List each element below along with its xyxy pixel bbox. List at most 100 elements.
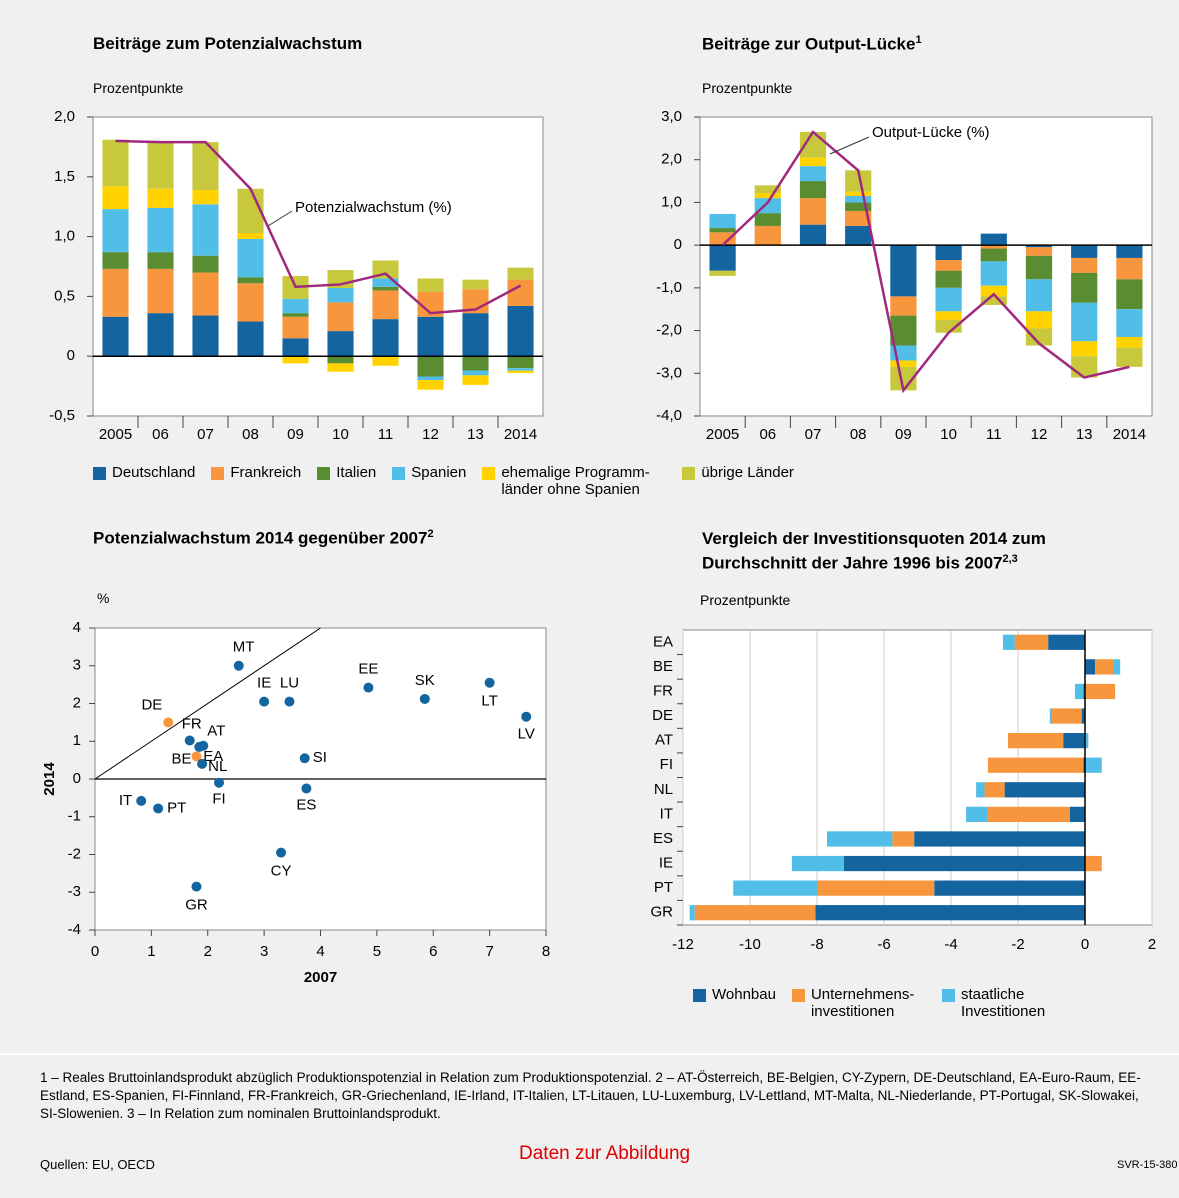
bar-segment	[709, 232, 736, 246]
x-tick-label: 2014	[504, 426, 537, 443]
bar-segment	[507, 370, 534, 373]
point-label: LV	[518, 726, 535, 743]
bar-segment	[102, 268, 129, 317]
x-tick-label: -6	[877, 936, 890, 953]
bar-segment	[282, 338, 309, 357]
bar-segment	[799, 198, 827, 225]
data-link[interactable]: Daten zur Abbildung	[519, 1143, 691, 1164]
legend-item: Deutschland	[93, 464, 195, 481]
bar-segment	[827, 831, 893, 847]
bar-segment	[980, 245, 1007, 249]
x-tick-label: 11	[986, 426, 1002, 443]
legend-swatch	[317, 467, 331, 480]
y-tick-label: -1	[68, 808, 81, 825]
bar-segment	[890, 366, 917, 391]
point-label: FI	[212, 791, 225, 808]
bar-segment	[935, 245, 962, 261]
annotation: Output-Lücke (%)	[872, 124, 990, 141]
bar-segment	[1025, 328, 1053, 346]
bar-segment	[417, 356, 444, 377]
x-tick-label: 4	[316, 943, 324, 960]
bar-segment	[372, 286, 399, 291]
bar-segment	[282, 356, 309, 364]
bar-segment	[102, 316, 129, 357]
bar-segment	[791, 855, 844, 872]
bar-segment	[754, 185, 781, 194]
point	[233, 660, 244, 671]
bar-segment	[1083, 757, 1085, 773]
bar-segment	[976, 782, 985, 798]
x-tick-label: 13	[1076, 426, 1093, 443]
bar-segment	[1085, 733, 1089, 749]
bar-segment	[890, 296, 917, 316]
bar-segment	[282, 298, 309, 314]
x-tick-label: 07	[197, 426, 214, 443]
bar-segment	[845, 202, 872, 211]
x-tick-label: -2	[1011, 936, 1024, 953]
unit-label: Prozentpunkte	[702, 80, 793, 96]
bar-segment	[1002, 634, 1015, 650]
point-label: SI	[313, 749, 327, 766]
bar-segment	[1071, 245, 1098, 258]
legend-item: übrige Länder	[682, 464, 794, 481]
title-note: 2,3	[1002, 553, 1018, 565]
bar-segment	[372, 356, 399, 366]
point	[163, 717, 174, 728]
legend-item: Unternehmens­investitionen	[791, 986, 926, 1020]
plot-area	[682, 629, 1153, 926]
diagonal	[94, 627, 321, 780]
y-tick-label: EA	[653, 633, 673, 650]
bar-segment	[192, 255, 219, 273]
chart-title: Potenzialwachstum 2014 gegenüber 20072	[93, 528, 434, 549]
bar-segment	[192, 272, 219, 316]
bar-segment	[372, 319, 399, 357]
bar-segment	[192, 315, 219, 357]
bar-segment	[1081, 708, 1085, 724]
y-tick-label: -3	[68, 883, 81, 900]
footnotes: 1 – Reales Bruttoinlandsprodukt abzüglic…	[40, 1070, 1141, 1121]
annotation: Potenzialwachstum (%)	[295, 199, 452, 216]
bar-segment	[1048, 634, 1085, 650]
bar-segment	[689, 905, 695, 921]
point-label: LT	[481, 693, 497, 710]
chart-title: Vergleich der Investitionsquoten 2014 zu…	[702, 528, 1142, 574]
x-tick-label: 3	[260, 943, 268, 960]
x-tick-label: 7	[485, 943, 493, 960]
bar-segment	[147, 252, 174, 269]
point	[153, 803, 164, 814]
y-tick-label: -3,0	[656, 364, 682, 381]
bar-segment	[1074, 683, 1084, 700]
bar-segment	[1049, 708, 1052, 724]
bar-segment	[327, 356, 354, 364]
bar-segment	[282, 316, 309, 339]
y-tick-label: GR	[651, 904, 674, 921]
bar-segment	[1051, 708, 1082, 724]
annotation-bg	[870, 123, 1035, 143]
annotation-bg	[293, 198, 458, 218]
bar-segment	[507, 305, 534, 357]
bar-segment	[507, 368, 534, 371]
bar-segment	[1004, 782, 1085, 798]
bar-segment	[1116, 245, 1143, 258]
unit-label: %	[97, 590, 110, 606]
legend-swatch	[211, 467, 225, 480]
bar-segment	[147, 313, 174, 357]
x-tick-label: 0	[1081, 936, 1089, 953]
bar-segment	[102, 252, 129, 269]
legend-label: Wohnbau	[712, 986, 776, 1003]
y-tick-label: 2	[73, 694, 81, 711]
x-tick-label: 11	[378, 426, 394, 443]
y-tick-label: IT	[660, 805, 673, 822]
bar-segment	[709, 270, 736, 276]
bar-segment	[754, 225, 781, 246]
chart-title: Beiträge zur Output-Lücke1	[702, 34, 922, 55]
bar-segment	[890, 315, 917, 346]
x-tick-label: 1	[147, 943, 155, 960]
legend-item: Frankreich	[211, 464, 301, 481]
y-tick-label: -4	[68, 921, 81, 938]
bar-segment	[966, 806, 988, 822]
point-label: CY	[271, 863, 292, 880]
bar-segment	[462, 279, 489, 290]
x-tick-label: 08	[850, 426, 867, 443]
point-label: PT	[167, 799, 186, 816]
